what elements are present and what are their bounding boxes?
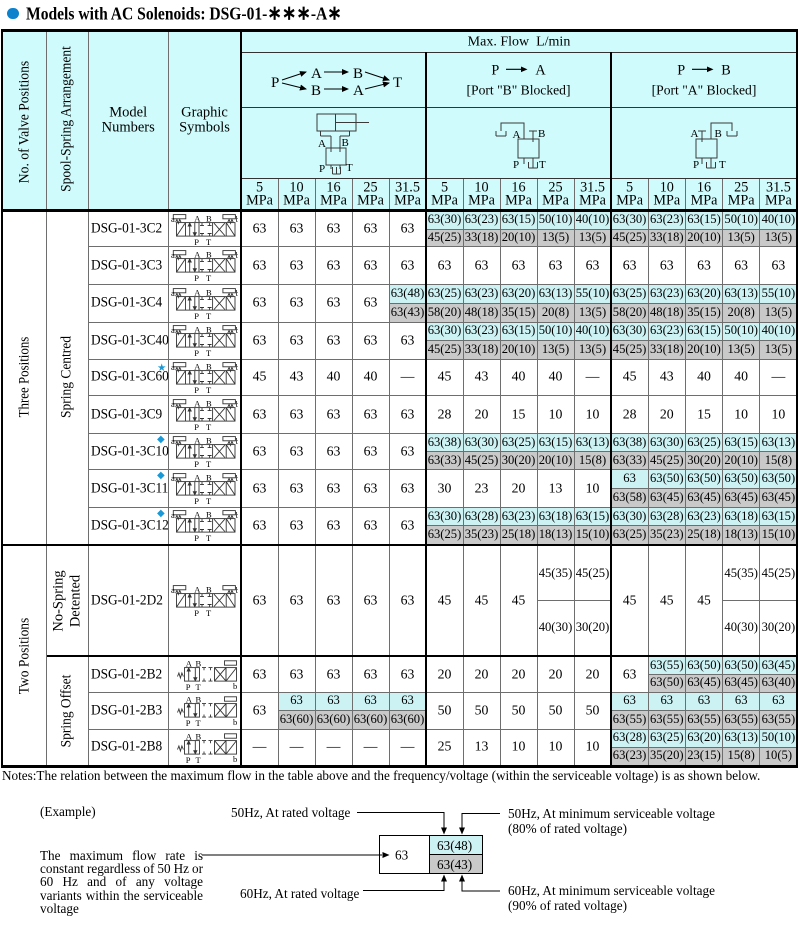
svg-text:T: T bbox=[196, 718, 202, 727]
svg-text:P: P bbox=[194, 385, 199, 394]
svg-text:T: T bbox=[196, 754, 202, 763]
svg-text:P: P bbox=[194, 236, 199, 245]
svg-text:A: A bbox=[194, 287, 201, 297]
svg-text:A: A bbox=[194, 436, 201, 446]
svg-text:b: b bbox=[236, 510, 238, 520]
svg-text:A: A bbox=[186, 731, 193, 741]
svg-text:a: a bbox=[171, 585, 175, 595]
svg-text:b: b bbox=[233, 681, 237, 691]
svg-text:B: B bbox=[206, 399, 212, 409]
svg-text:P: P bbox=[194, 533, 199, 542]
svg-text:B: B bbox=[206, 287, 212, 297]
svg-text:b: b bbox=[236, 362, 238, 372]
svg-text:A: A bbox=[194, 585, 201, 595]
svg-text:P: P bbox=[194, 348, 199, 357]
svg-text:B: B bbox=[538, 128, 545, 140]
svg-text:b: b bbox=[236, 473, 238, 483]
svg-text:T: T bbox=[206, 533, 212, 542]
svg-text:63(43): 63(43) bbox=[437, 857, 472, 872]
svg-text:T: T bbox=[206, 496, 212, 505]
svg-text:A: A bbox=[194, 399, 201, 409]
svg-text:T: T bbox=[206, 311, 212, 320]
svg-text:63(48): 63(48) bbox=[437, 838, 472, 853]
svg-text:P: P bbox=[194, 311, 199, 320]
svg-text:B: B bbox=[196, 731, 202, 741]
svg-text:A: A bbox=[691, 128, 699, 140]
svg-text:T: T bbox=[206, 273, 212, 282]
svg-text:B: B bbox=[206, 473, 212, 483]
svg-text:P: P bbox=[186, 682, 191, 691]
svg-text:T: T bbox=[196, 682, 202, 691]
svg-text:P: P bbox=[319, 163, 325, 175]
svg-text:T: T bbox=[206, 608, 212, 617]
svg-text:a: a bbox=[171, 325, 175, 335]
svg-text:b: b bbox=[236, 399, 238, 409]
svg-text:a: a bbox=[171, 399, 175, 409]
svg-text:P: P bbox=[194, 422, 199, 431]
svg-text:b: b bbox=[236, 325, 238, 335]
svg-text:B: B bbox=[206, 213, 212, 223]
svg-text:B: B bbox=[353, 66, 363, 82]
svg-text:T: T bbox=[206, 385, 212, 394]
svg-text:T: T bbox=[206, 459, 212, 468]
svg-text:A: A bbox=[194, 213, 201, 223]
svg-text:P: P bbox=[693, 159, 699, 171]
svg-text:a: a bbox=[171, 436, 175, 446]
svg-text:63: 63 bbox=[395, 848, 409, 863]
svg-text:a: a bbox=[171, 288, 175, 298]
svg-text:b: b bbox=[236, 436, 238, 446]
svg-text:B: B bbox=[715, 128, 722, 140]
svg-text:b: b bbox=[236, 288, 238, 298]
svg-text:P: P bbox=[513, 159, 519, 171]
svg-text:P: P bbox=[194, 273, 199, 282]
svg-text:b: b bbox=[236, 250, 238, 260]
svg-text:B: B bbox=[196, 659, 202, 669]
svg-text:a: a bbox=[171, 362, 175, 372]
svg-text:a: a bbox=[171, 510, 175, 520]
svg-text:a: a bbox=[171, 250, 175, 260]
svg-text:B: B bbox=[196, 695, 202, 705]
svg-text:A: A bbox=[194, 361, 201, 371]
svg-text:P: P bbox=[194, 608, 199, 617]
svg-text:A: A bbox=[353, 83, 364, 99]
svg-text:a: a bbox=[171, 214, 175, 224]
svg-text:P: P bbox=[186, 718, 191, 727]
svg-text:b: b bbox=[233, 754, 237, 764]
svg-text:T: T bbox=[206, 236, 212, 245]
svg-text:T: T bbox=[539, 159, 546, 171]
svg-text:A: A bbox=[194, 250, 201, 260]
svg-text:A: A bbox=[513, 129, 521, 141]
svg-text:A: A bbox=[311, 66, 322, 82]
svg-text:T: T bbox=[206, 348, 212, 357]
svg-text:B: B bbox=[206, 325, 212, 335]
svg-text:b: b bbox=[236, 585, 238, 595]
svg-text:B: B bbox=[311, 83, 321, 99]
svg-text:P: P bbox=[194, 459, 199, 468]
svg-text:A: A bbox=[194, 510, 201, 520]
svg-text:T: T bbox=[393, 75, 402, 91]
svg-text:A: A bbox=[186, 695, 193, 705]
svg-text:B: B bbox=[342, 137, 349, 149]
svg-text:a: a bbox=[171, 473, 175, 483]
svg-text:b: b bbox=[236, 214, 238, 224]
svg-text:B: B bbox=[206, 510, 212, 520]
svg-text:P: P bbox=[271, 75, 279, 91]
svg-text:P: P bbox=[194, 496, 199, 505]
svg-text:A: A bbox=[318, 138, 326, 150]
svg-text:P: P bbox=[186, 754, 191, 763]
svg-text:T: T bbox=[719, 159, 726, 171]
svg-text:A: A bbox=[194, 325, 201, 335]
svg-text:B: B bbox=[206, 585, 212, 595]
svg-text:A: A bbox=[194, 473, 201, 483]
svg-text:B: B bbox=[206, 436, 212, 446]
svg-text:B: B bbox=[206, 250, 212, 260]
svg-text:A: A bbox=[186, 659, 193, 669]
svg-text:b: b bbox=[233, 717, 237, 727]
svg-text:B: B bbox=[206, 361, 212, 371]
svg-text:T: T bbox=[206, 422, 212, 431]
svg-text:T: T bbox=[346, 162, 353, 174]
